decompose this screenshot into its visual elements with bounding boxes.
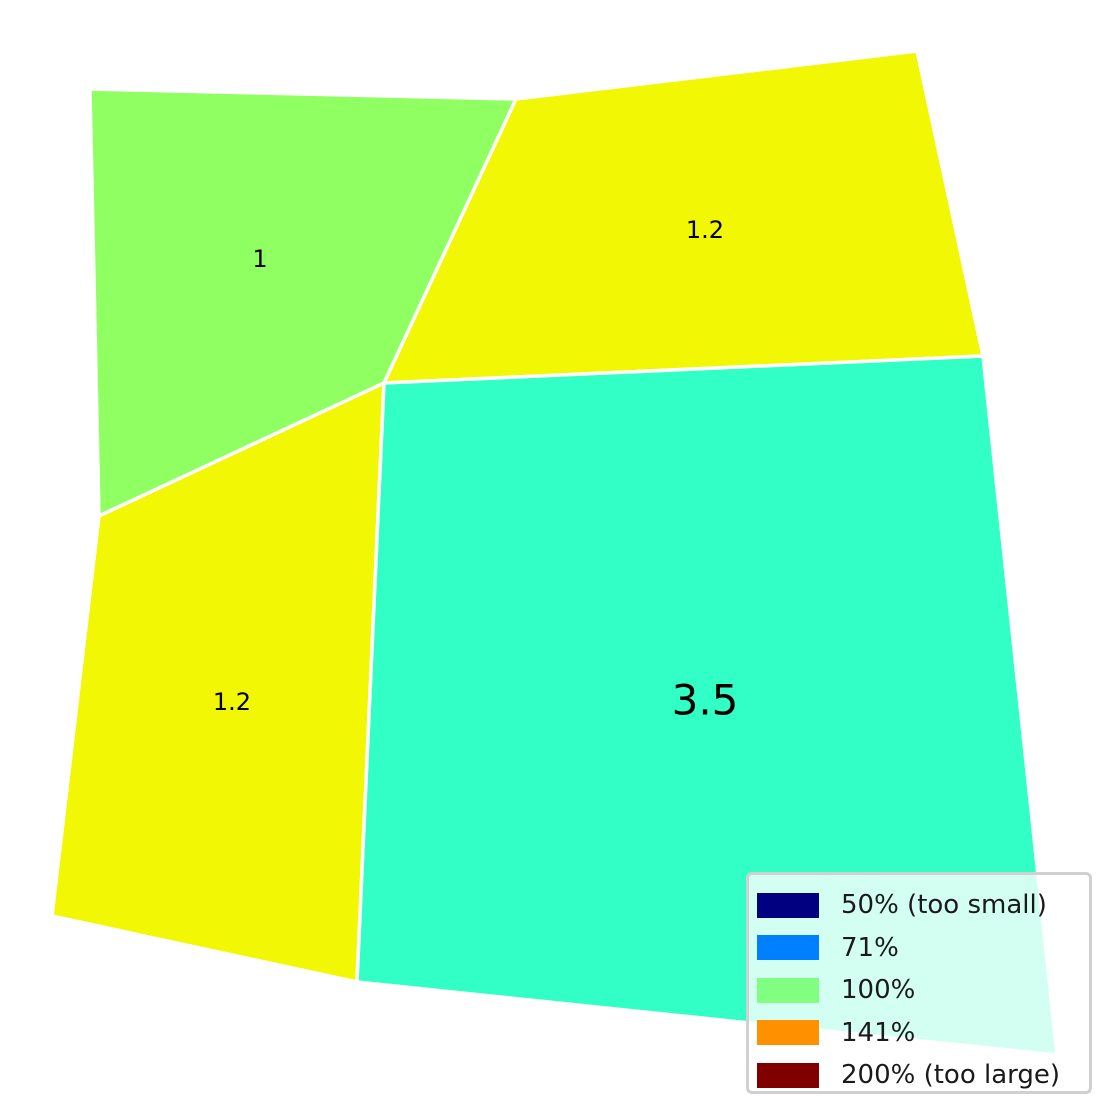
legend-label: 200% (too large) — [841, 1060, 1061, 1091]
mesh-cell-label-bottom-left: 1.2 — [213, 688, 251, 716]
legend-swatch — [757, 892, 819, 918]
legend-entry-141: 141% — [757, 1012, 1089, 1055]
mesh-cell-label-bottom-right: 3.5 — [672, 676, 739, 725]
legend-swatch — [757, 977, 819, 1003]
legend-entry-50: 50% (too small) — [757, 884, 1089, 927]
legend: 50% (too small) 71% 100% 141% 200% (too … — [746, 872, 1092, 1094]
legend-swatch — [757, 1062, 819, 1088]
mesh-cell-label-top-right: 1.2 — [686, 216, 724, 244]
legend-label: 71% — [841, 932, 899, 963]
legend-entry-71: 71% — [757, 927, 1089, 970]
mesh-cell-label-top-left: 1 — [252, 245, 267, 273]
legend-label: 141% — [841, 1017, 916, 1048]
legend-entry-200: 200% (too large) — [757, 1054, 1089, 1097]
legend-label: 50% (too small) — [841, 890, 1047, 921]
legend-entry-100: 100% — [757, 969, 1089, 1012]
legend-label: 100% — [841, 975, 916, 1006]
legend-swatch — [757, 935, 819, 961]
legend-swatch — [757, 1020, 819, 1046]
